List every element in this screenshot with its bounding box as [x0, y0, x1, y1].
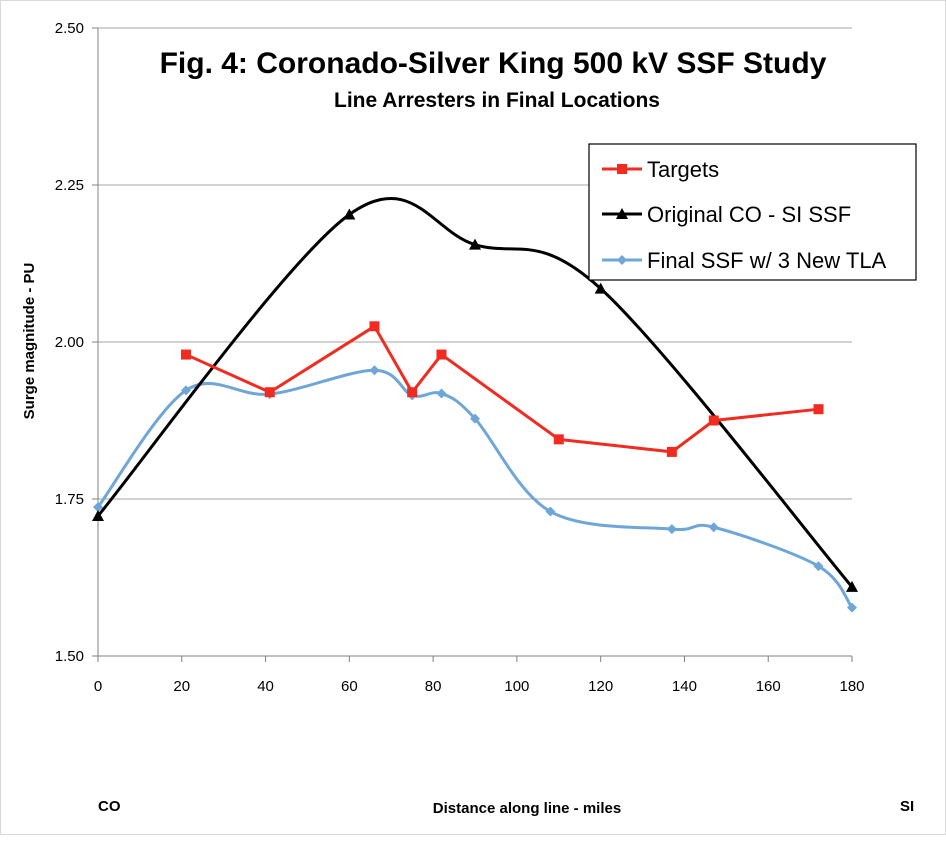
data-point-final-ssf-w-3-new-tla	[93, 502, 103, 513]
y-axis-label: Surge magnitude - PU	[21, 263, 38, 420]
data-point-targets	[813, 404, 824, 415]
axes	[92, 27, 853, 662]
data-point-original-co-si-ssf	[92, 509, 104, 521]
series-line-final-ssf-w-3-new-tla	[96, 368, 854, 610]
y-tick-label: 1.50	[55, 648, 84, 665]
x-tick-label: 100	[504, 678, 529, 695]
data-point-original-co-si-ssf	[469, 238, 481, 250]
y-tick-label: 2.50	[55, 20, 84, 37]
series-line-targets	[184, 324, 820, 454]
x-tick-label: 40	[257, 678, 274, 695]
data-point-final-ssf-w-3-new-tla	[708, 522, 719, 533]
chart-subtitle: Line Arresters in Final Locations	[334, 89, 660, 112]
data-point-targets	[553, 434, 564, 445]
legend-box	[588, 143, 917, 281]
legend-label-final-ssf-w-3-new-tla: Final SSF w/ 3 New TLA	[647, 248, 887, 273]
x-tick-label: 80	[425, 678, 442, 695]
x-tick-labels: 0 20 40 60 80 100 120 140 160 180	[94, 678, 865, 695]
series-layer	[92, 197, 858, 613]
x-endpoint-label-left: CO	[98, 798, 121, 815]
legend-marker-targets	[617, 164, 627, 174]
data-point-targets	[369, 321, 380, 332]
data-point-original-co-si-ssf	[846, 580, 858, 592]
data-point-final-ssf-w-3-new-tla	[369, 365, 380, 376]
x-tick-label: 0	[94, 678, 102, 695]
y-tick-label: 2.25	[55, 177, 84, 194]
data-point-original-co-si-ssf	[594, 282, 607, 294]
x-tick-label: 160	[756, 678, 781, 695]
data-point-final-ssf-w-3-new-tla	[813, 561, 824, 572]
legend-marker-original-co-si-ssf	[616, 208, 628, 219]
data-point-targets	[407, 387, 418, 398]
data-point-final-ssf-w-3-new-tla	[436, 388, 447, 399]
data-point-original-co-si-ssf	[343, 208, 356, 220]
x-tick-label: 120	[588, 678, 613, 695]
y-tick-label: 1.75	[55, 491, 84, 508]
series-targets	[180, 321, 824, 457]
data-point-targets	[436, 349, 447, 360]
data-point-targets	[708, 415, 719, 426]
x-tick-label: 180	[839, 678, 864, 695]
x-endpoint-label-right: SI	[900, 798, 914, 815]
chart-title: Fig. 4: Coronado-Silver King 500 kV SSF …	[160, 47, 827, 80]
data-point-final-ssf-w-3-new-tla	[470, 413, 480, 424]
x-axis-label: Distance along line - miles	[433, 800, 621, 817]
data-point-final-ssf-w-3-new-tla	[545, 506, 556, 517]
x-tick-label: 60	[341, 678, 358, 695]
data-point-final-ssf-w-3-new-tla	[666, 524, 677, 535]
legend-label-original-co-si-ssf: Original CO - SI SSF	[647, 202, 851, 227]
data-point-final-ssf-w-3-new-tla	[180, 385, 191, 396]
data-point-targets	[666, 446, 677, 457]
series-final-ssf-w-3-new-tla	[93, 365, 857, 613]
data-point-final-ssf-w-3-new-tla	[847, 602, 857, 613]
x-tick-label: 140	[672, 678, 697, 695]
legend-marker-final-ssf-w-3-new-tla	[617, 255, 627, 265]
y-tick-labels: 1.50 1.75 2.00 2.25 2.50	[55, 20, 84, 665]
y-tick-label: 2.00	[55, 334, 84, 351]
gridlines	[98, 27, 852, 500]
x-tick-label: 20	[173, 678, 190, 695]
legend-label-targets: Targets	[647, 157, 719, 182]
data-point-targets	[264, 387, 275, 398]
series-original-co-si-ssf	[92, 197, 858, 592]
legend: Targets Original CO - SI SSF Final SSF w/ …	[588, 143, 917, 281]
data-point-targets	[180, 349, 191, 360]
